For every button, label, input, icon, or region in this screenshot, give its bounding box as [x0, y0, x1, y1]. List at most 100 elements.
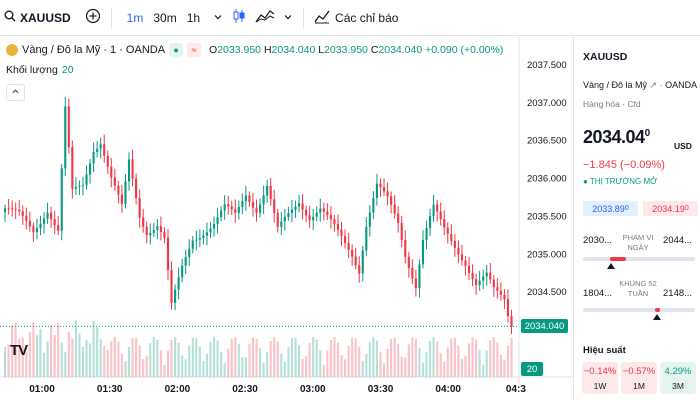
candle-body [312, 216, 315, 221]
volume-bar [142, 359, 145, 377]
indicators-icon [314, 8, 330, 27]
area-chart-type-button[interactable] [251, 0, 279, 36]
interval-1h[interactable]: 1h [186, 10, 201, 25]
volume-bar [212, 337, 216, 377]
volume-bar [21, 337, 24, 377]
candle-body [35, 228, 38, 233]
chart-type-dropdown[interactable] [279, 0, 297, 36]
candle-body [120, 194, 123, 204]
tradingview-logo[interactable]: TV [10, 342, 28, 359]
candle-body [25, 215, 28, 221]
volume-bar [411, 337, 414, 377]
candle-body [251, 201, 255, 208]
plus-circle-icon [85, 8, 101, 27]
volume-bar [131, 338, 134, 377]
toolbar: XAUUSD 1m 30m 1h Các chỉ báo [0, 0, 700, 36]
candle-body [32, 226, 35, 233]
candle-body [390, 196, 393, 205]
volume-bar [283, 361, 286, 377]
candle-body [400, 222, 403, 240]
volume-bar [18, 338, 21, 377]
candle-body [135, 178, 138, 199]
candle-body [266, 186, 269, 196]
volume-bar [216, 340, 219, 377]
volume-bar [425, 352, 428, 377]
chart-area[interactable]: 2037.500 2037.000 2036.500 2036.000 2035.500… [0, 37, 573, 400]
volume-bar [326, 350, 329, 377]
volume-bar [467, 343, 471, 377]
volume-bar [379, 351, 382, 377]
candle-body [50, 212, 53, 220]
candle-body [464, 260, 467, 266]
volume-tag: 20 [521, 362, 543, 376]
volume-bar [145, 355, 148, 377]
interval-1m[interactable]: 1m [126, 10, 144, 25]
volume-bar [457, 345, 460, 377]
volume-bar [499, 355, 502, 377]
compare-button[interactable] [81, 0, 105, 36]
volume-bar [11, 325, 14, 377]
candle-body [241, 201, 244, 207]
panel-change: −1.845 (−0.09%) [583, 159, 665, 171]
candle-body [443, 219, 446, 228]
interval-dropdown[interactable] [209, 0, 227, 36]
collapse-legend-button[interactable] [6, 84, 25, 101]
candle-body [89, 163, 92, 175]
volume-bar [506, 345, 510, 377]
interval-30m[interactable]: 30m [153, 10, 177, 25]
x-tick-label: 02:30 [232, 384, 258, 395]
week52-range-label: KHUNG 52 TUẦN [619, 279, 657, 298]
chevron-down-icon [213, 11, 223, 25]
volume-bar [308, 343, 311, 377]
volume-bar [39, 329, 42, 377]
candle-body [453, 240, 456, 248]
volume-bar [152, 337, 155, 377]
symbol-search[interactable]: XAUUSD [0, 0, 75, 36]
candle-body [496, 287, 499, 291]
volume-bar [181, 355, 184, 377]
performance-3m[interactable]: 4.29% 3M [660, 362, 696, 394]
candle-body [489, 272, 492, 280]
candle-body [152, 229, 155, 234]
candle-body [230, 206, 233, 210]
performance-title: Hiệu suất [583, 345, 626, 356]
candle-body [308, 215, 311, 221]
candles-chart-type-button[interactable] [227, 0, 251, 36]
candle-body [375, 183, 378, 199]
volume-bar [234, 337, 237, 377]
candle-body [407, 256, 410, 268]
candle-body [471, 272, 474, 280]
volume-bar [191, 337, 194, 377]
candle-body [315, 212, 318, 217]
indicators-button[interactable]: Các chỉ báo [310, 0, 402, 36]
volume-bar [439, 353, 442, 377]
panel-exchange: OANDA [665, 80, 698, 90]
candle-body [418, 264, 421, 289]
panel-instrument-name[interactable]: Vàng / Đô la Mỹ ↗ · OANDA [583, 80, 698, 90]
volume-legend: Khối lượng 20 [6, 64, 74, 76]
volume-bar [227, 348, 230, 377]
volume-bar [351, 337, 354, 377]
volume-bar [96, 327, 99, 377]
performance-1m[interactable]: −0.57% 1M [621, 362, 657, 394]
performance-1w[interactable]: −0.14% 1W [582, 362, 618, 394]
volume-bar [301, 358, 304, 377]
candle-body [269, 186, 272, 200]
candle-body [397, 213, 400, 223]
volume-bar [333, 337, 336, 377]
candle-body [340, 229, 343, 237]
candle-body [297, 203, 301, 207]
volume-bar [85, 340, 88, 377]
candle-body [439, 211, 442, 220]
volume-bar [149, 343, 152, 377]
volume-bar [397, 343, 400, 377]
candle-body [326, 211, 329, 216]
volume-bar [188, 345, 191, 377]
candle-body [96, 148, 99, 152]
volume-bar [358, 346, 361, 377]
candle-body [354, 256, 357, 266]
area-chart-icon [255, 8, 275, 27]
price-chart[interactable]: 2037.500 2037.000 2036.500 2036.000 2035.500… [0, 37, 573, 400]
candle-body [181, 265, 184, 278]
candle-body [113, 177, 116, 186]
